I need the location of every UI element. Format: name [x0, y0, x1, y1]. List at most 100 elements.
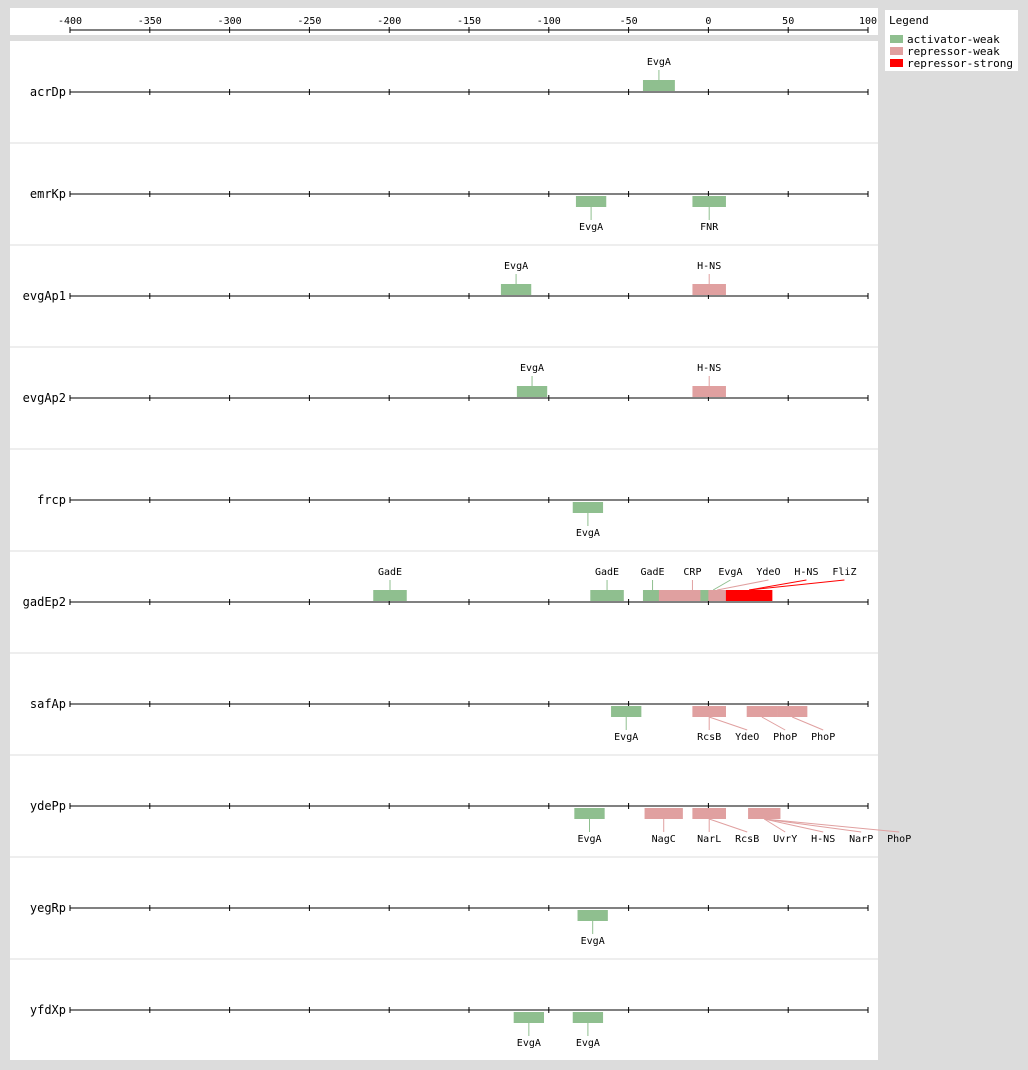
position-axis: -400 -350 -300 -250 -200 -150 -100 -50 0 50 100 — [58, 16, 877, 33]
site-label-h-ns: H-NS — [697, 363, 721, 374]
site-label-fliz: FliZ — [832, 567, 856, 578]
axis-tick-label: -100 — [537, 16, 561, 27]
site-label-uvry: UvrY — [773, 834, 797, 845]
site-label-evga: EvgA — [576, 528, 600, 539]
site-box-phop — [777, 706, 808, 717]
site-label-evga: EvgA — [576, 1038, 600, 1049]
site-label-h-ns: H-NS — [811, 834, 835, 845]
promoter-name: safAp — [30, 697, 66, 711]
site-box-h-ns — [692, 284, 726, 295]
site-connector — [763, 818, 786, 833]
promoter-row-yfdXp: yfdXp EvgA EvgA — [10, 958, 878, 1049]
site-box-ydeo — [692, 706, 726, 717]
site-box-fliz — [725, 590, 773, 601]
site-connector — [764, 818, 900, 833]
site-connector — [717, 579, 769, 591]
legend-label-activator-weak: activator-weak — [907, 33, 1000, 46]
site-connector — [709, 818, 748, 833]
site-label-phop: PhoP — [773, 732, 797, 743]
site-box-evga — [516, 386, 548, 397]
site-connector — [761, 716, 786, 731]
site-connector — [749, 579, 845, 591]
promoter-name: gadEp2 — [23, 595, 66, 609]
site-box-phop — [748, 808, 781, 819]
site-box-evga — [513, 1012, 545, 1023]
site-box-gade — [590, 590, 624, 601]
site-connector — [749, 579, 807, 591]
site-box-evga — [572, 502, 604, 513]
site-label-rcsb: RcsB — [735, 834, 759, 845]
site-label-ydeo: YdeO — [735, 732, 759, 743]
site-label-evga: EvgA — [520, 363, 544, 374]
site-label-crp: CRP — [683, 567, 701, 578]
axis-tick-label: -300 — [218, 16, 242, 27]
site-label-phop: PhoP — [811, 732, 835, 743]
axis-tick-label: -400 — [58, 16, 82, 27]
site-box-rcsb — [692, 808, 726, 819]
site-label-narl: NarL — [697, 834, 721, 845]
site-label-evga: EvgA — [614, 732, 638, 743]
site-label-evga: EvgA — [504, 261, 528, 272]
site-box-evga — [575, 196, 607, 207]
site-label-gade: GadE — [595, 567, 619, 578]
promoter-row-gadEp2: gadEp2 GadE GadE GadE CRP EvgA YdeO H-NS FliZ — [10, 550, 878, 609]
site-label-h-ns: H-NS — [697, 261, 721, 272]
promoter-row-ydePp: ydePp EvgA NagC NarL RcsB UvrY H-NS NarP PhoP — [10, 754, 911, 845]
site-label-ydeo: YdeO — [756, 567, 780, 578]
site-box-nagc — [644, 808, 683, 819]
promoter-name: emrKp — [30, 187, 66, 201]
site-label-evga: EvgA — [579, 222, 603, 233]
site-label-evga: EvgA — [718, 567, 742, 578]
site-box-gade — [373, 590, 407, 601]
site-box-crp — [658, 590, 726, 601]
legend-label-repressor-strong: repressor-strong — [907, 57, 1013, 70]
legend-title: Legend — [889, 14, 929, 27]
site-label-gade: GadE — [378, 567, 402, 578]
site-label-phop: PhoP — [887, 834, 911, 845]
legend-label-repressor-weak: repressor-weak — [907, 45, 1000, 58]
legend-swatch-repressor-strong — [890, 59, 903, 67]
site-connector — [712, 579, 731, 591]
promoter-row-evgAp1: evgAp1 EvgA H-NS — [10, 244, 878, 303]
promoter-name: acrDp — [30, 85, 66, 99]
site-label-rcsb: RcsB — [697, 732, 721, 743]
site-box-evga — [572, 1012, 604, 1023]
axis-tick-label: -200 — [377, 16, 401, 27]
site-box-evga — [574, 808, 605, 819]
axis-tick-label: -150 — [457, 16, 481, 27]
promoter-name: ydePp — [30, 799, 66, 813]
site-label-fnr: FNR — [700, 222, 719, 233]
promoter-row-safAp: safAp EvgA RcsB YdeO PhoP PhoP — [10, 652, 878, 743]
site-label-narp: NarP — [849, 834, 873, 845]
legend-swatch-repressor-weak — [890, 47, 903, 55]
axis-tick-label: 0 — [705, 16, 711, 27]
site-box-h-ns — [692, 386, 726, 397]
axis-tick-label: -350 — [138, 16, 162, 27]
site-box-phop — [746, 706, 778, 717]
site-label-h-ns: H-NS — [794, 567, 818, 578]
axis-tick-label: -50 — [620, 16, 638, 27]
site-box-evga — [577, 910, 608, 921]
promoter-name: yfdXp — [30, 1003, 66, 1017]
site-label-evga: EvgA — [517, 1038, 541, 1049]
promoter-row-acrDp: acrDp EvgA — [30, 57, 869, 99]
site-label-nagc: NagC — [652, 834, 676, 845]
site-box-evga — [642, 80, 675, 91]
legend-box — [885, 10, 1018, 71]
site-box-gade — [642, 590, 663, 601]
legend: Legend activator-weakrepressor-weakrepre… — [885, 10, 1018, 71]
axis-tick-label: 100 — [859, 16, 877, 27]
site-box-fnr — [692, 196, 726, 207]
legend-swatch-activator-weak — [890, 35, 903, 43]
promoter-row-emrKp: emrKp EvgA FNR — [10, 142, 878, 233]
promoter-row-yegRp: yegRp EvgA — [10, 856, 878, 947]
site-box-evga — [500, 284, 532, 295]
promoter-row-frcp: frcp EvgA — [10, 448, 878, 539]
site-label-evga: EvgA — [577, 834, 601, 845]
axis-tick-label: 50 — [782, 16, 794, 27]
site-label-gade: GadE — [640, 567, 664, 578]
axis-tick-label: -250 — [297, 16, 321, 27]
promoter-name: evgAp1 — [23, 289, 66, 303]
